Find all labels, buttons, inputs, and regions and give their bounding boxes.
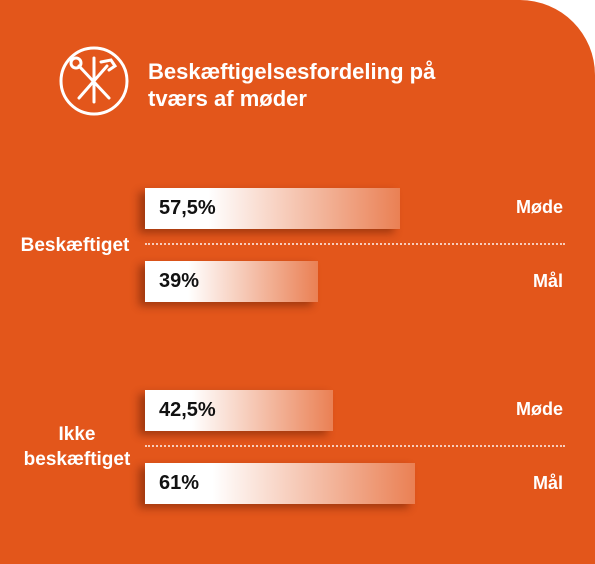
category-label: Beskæftiget: [20, 234, 130, 256]
icon: [59, 46, 129, 116]
series-label: Møde: [516, 197, 563, 217]
separator: [145, 243, 565, 245]
bar: [145, 463, 416, 504]
value-label: 61%: [159, 472, 200, 494]
bar: [145, 261, 318, 302]
series-label: Mål: [532, 271, 563, 291]
bar: [145, 390, 334, 431]
category-label: Ikke beskæftiget: [23, 424, 131, 470]
series-label: Mål: [532, 473, 563, 493]
separator: [145, 445, 565, 447]
chart-title: Beskæftigelsesfordeling på tværs af møde…: [148, 59, 436, 111]
value-label: 57,5%: [159, 197, 216, 219]
value-label: 39%: [159, 270, 200, 292]
value-label: 42,5%: [159, 399, 216, 421]
bar: [145, 188, 400, 229]
series-label: Møde: [516, 399, 563, 419]
